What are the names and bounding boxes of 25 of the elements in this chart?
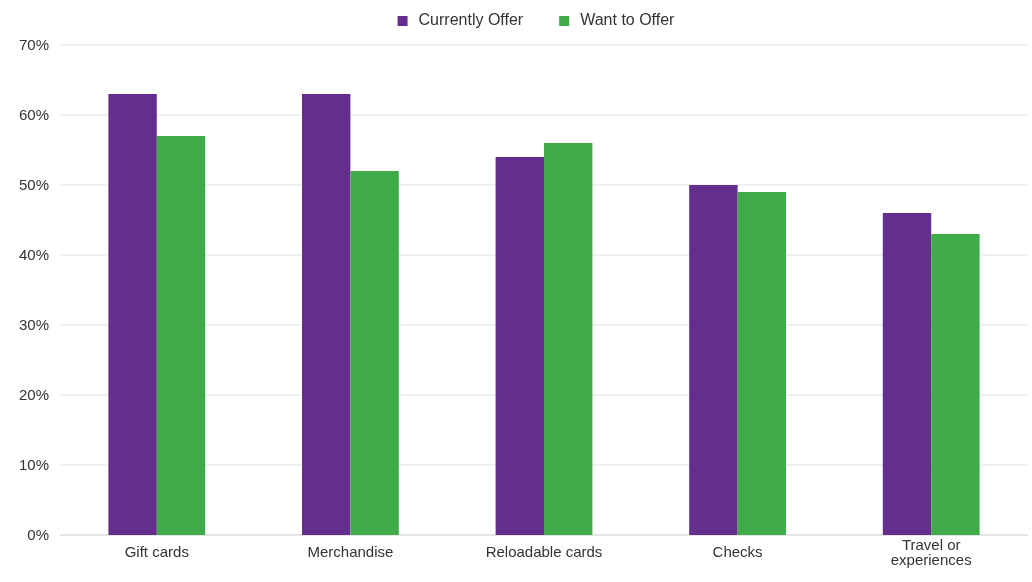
bar [544, 143, 593, 535]
bar [302, 94, 351, 535]
y-tick-label: 70% [18, 36, 49, 54]
bar [156, 136, 206, 535]
y-tick-label: 0% [27, 526, 49, 544]
bar [495, 157, 544, 535]
y-tick-label: 20% [18, 386, 49, 404]
x-tick-label: Reloadable cards [485, 543, 603, 560]
bar [689, 185, 738, 535]
x-tick-label: Merchandise [307, 543, 394, 560]
y-tick-label: 30% [18, 316, 49, 334]
bar [350, 171, 399, 535]
x-tick-label: Travel or experiences [890, 536, 972, 568]
x-tick-label: Gift cards [124, 543, 189, 560]
y-tick-label: 50% [18, 176, 49, 194]
y-tick-label: 40% [18, 246, 49, 264]
y-tick-label: 60% [18, 106, 49, 124]
legend-label: Currently Offer [418, 11, 524, 28]
y-tick-label: 10% [18, 456, 49, 474]
x-tick-label: Checks [712, 543, 763, 560]
bar [931, 234, 980, 535]
bar [108, 94, 157, 535]
bar [882, 213, 932, 535]
bar [737, 192, 786, 535]
legend-label: Want to Offer [580, 11, 676, 28]
